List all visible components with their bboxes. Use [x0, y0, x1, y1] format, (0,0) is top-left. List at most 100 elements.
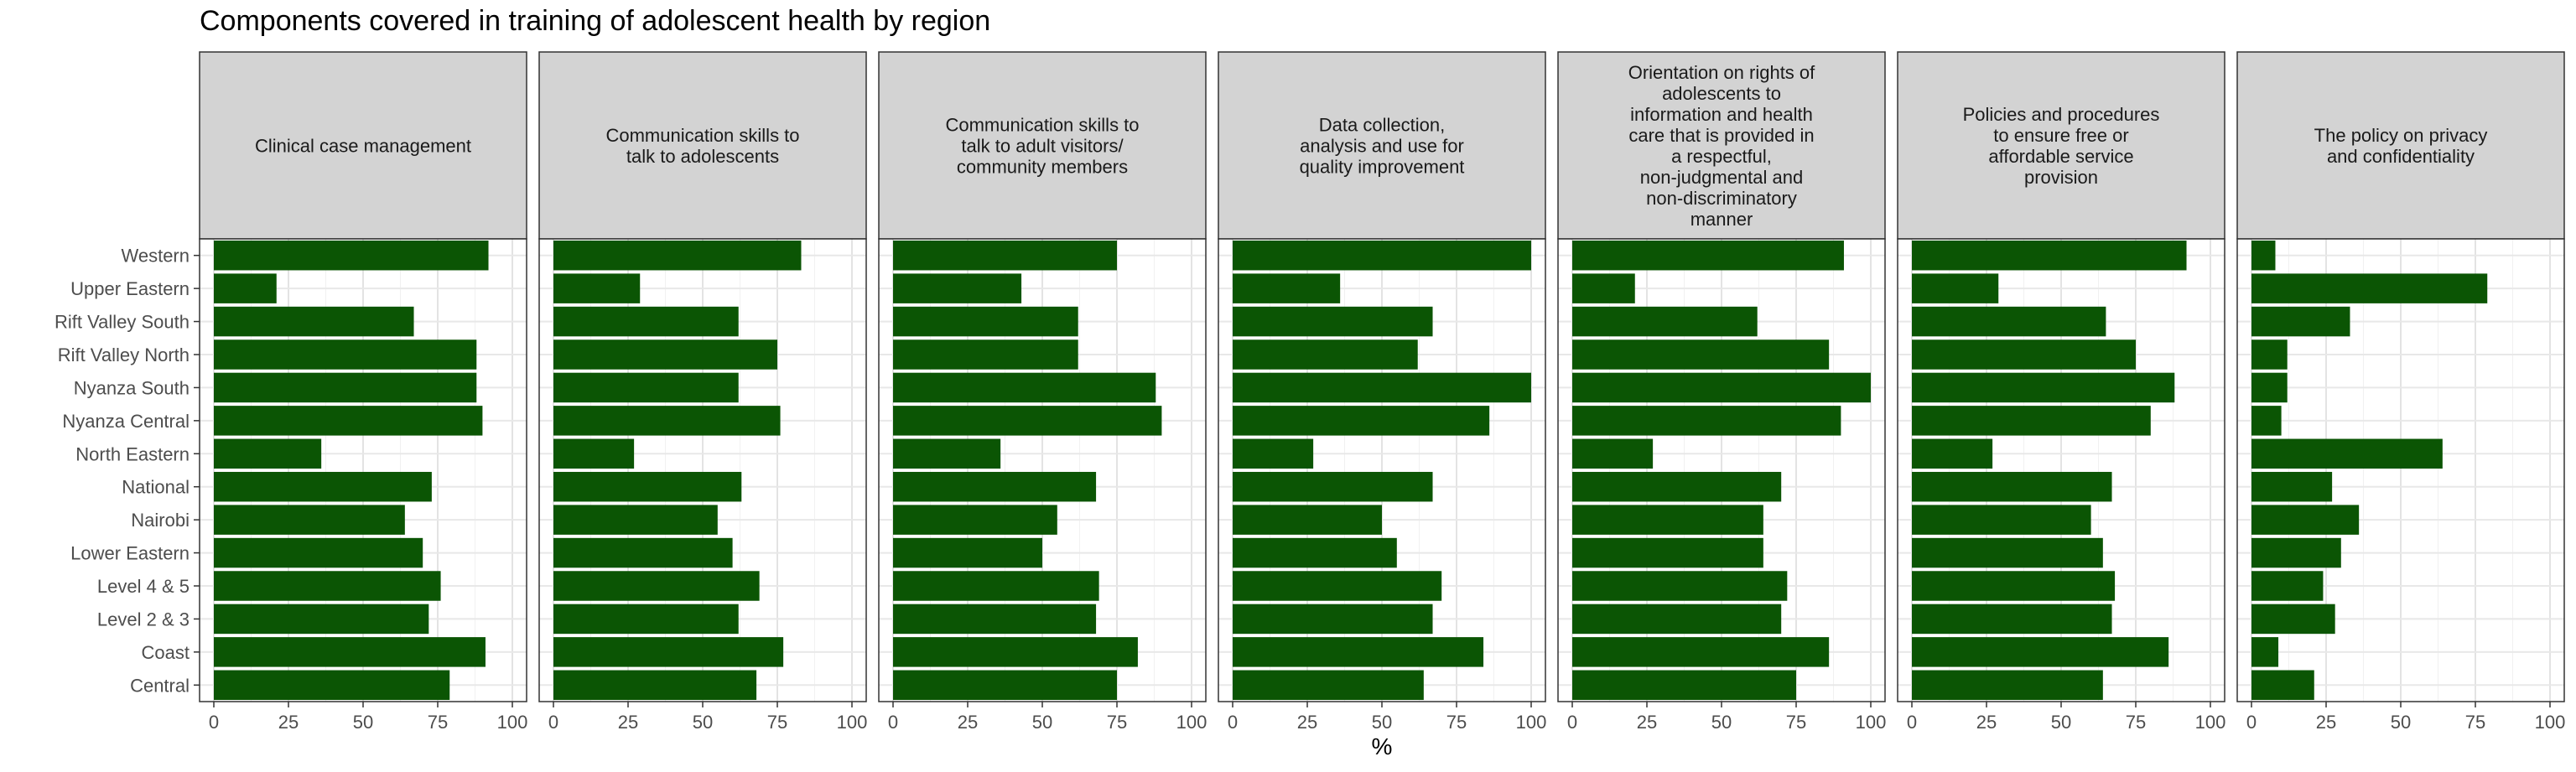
y-tick-label-western: Western: [121, 246, 190, 267]
bar-level-4-5: [553, 571, 760, 601]
x-tick-label: 0: [1907, 712, 1917, 733]
panel-3-strip-label: Communication skills to: [945, 115, 1139, 136]
panel-4-strip-label: quality improvement: [1300, 157, 1465, 178]
bar-central: [1912, 670, 2103, 701]
bar-rift-valley-north: [553, 339, 777, 370]
bar-lower-eastern: [214, 537, 423, 568]
bar-western: [1233, 240, 1531, 271]
bar-nyanza-central: [553, 406, 781, 436]
bar-level-4-5: [2251, 571, 2324, 601]
x-tick-label: 0: [1228, 712, 1238, 733]
bar-rift-valley-north: [1233, 339, 1418, 370]
x-tick-label: 25: [958, 712, 978, 733]
panel-1-strip: [199, 51, 527, 240]
bar-north-eastern: [1912, 438, 1993, 469]
bar-north-eastern: [2251, 438, 2443, 469]
x-tick-label: 50: [1711, 712, 1732, 733]
bar-nairobi: [2251, 505, 2360, 535]
bar-central: [1233, 670, 1424, 701]
y-tick-label-nyanza-central: Nyanza Central: [62, 411, 190, 432]
x-tick-label: 75: [767, 712, 787, 733]
bar-rift-valley-south: [1572, 306, 1758, 337]
bar-upper-eastern: [214, 273, 277, 303]
panel-2-strip-label: talk to adolescents: [626, 146, 779, 167]
bar-rift-valley-north: [893, 339, 1078, 370]
x-tick-label: 0: [209, 712, 219, 733]
x-tick-label: 50: [353, 712, 373, 733]
bar-nyanza-south: [1233, 372, 1531, 403]
y-tick-label-coast: Coast: [142, 642, 190, 663]
bar-nairobi: [214, 505, 405, 535]
panel-6-strip-label: provision: [2024, 167, 2098, 188]
y-tick-label-level-4-5: Level 4 & 5: [97, 576, 190, 597]
x-tick-label: 25: [2316, 712, 2336, 733]
bar-central: [2251, 670, 2314, 701]
bar-north-eastern: [1572, 438, 1654, 469]
bar-level-4-5: [1233, 571, 1442, 601]
bar-upper-eastern: [2251, 273, 2488, 303]
x-tick-label: 25: [1297, 712, 1317, 733]
bar-level-4-5: [893, 571, 1099, 601]
bar-rift-valley-north: [1912, 339, 2136, 370]
x-tick-label: 25: [278, 712, 299, 733]
bar-rift-valley-north: [2251, 339, 2288, 370]
x-tick-label: 75: [2126, 712, 2146, 733]
bar-rift-valley-south: [2251, 306, 2350, 337]
panel-5-strip-label: adolescents to: [1662, 83, 1781, 104]
bar-nairobi: [553, 505, 718, 535]
bar-level-4-5: [1912, 571, 2116, 601]
bar-level-2-3: [1912, 604, 2112, 635]
bar-upper-eastern: [1912, 273, 1999, 303]
bar-nyanza-central: [893, 406, 1162, 436]
bar-national: [1572, 471, 1782, 502]
x-tick-label: 50: [693, 712, 713, 733]
bar-coast: [893, 637, 1138, 667]
bar-upper-eastern: [893, 273, 1022, 303]
bar-upper-eastern: [1572, 273, 1635, 303]
bar-nyanza-central: [1233, 406, 1490, 436]
panel-4-strip-label: analysis and use for: [1300, 136, 1464, 157]
x-axis-title: %: [1372, 733, 1393, 759]
bar-central: [214, 670, 450, 701]
bar-rift-valley-south: [553, 306, 739, 337]
bar-rift-valley-south: [1912, 306, 2106, 337]
panel-6-strip-label: to ensure free or: [1993, 125, 2128, 146]
bar-rift-valley-south: [214, 306, 414, 337]
bar-north-eastern: [1233, 438, 1314, 469]
x-tick-label: 75: [1786, 712, 1806, 733]
bar-nyanza-south: [893, 372, 1156, 403]
x-tick-label: 100: [2195, 712, 2226, 733]
bar-national: [1912, 471, 2112, 502]
panel-5-strip: [1557, 51, 1886, 240]
y-tick-label-nyanza-south: Nyanza South: [74, 377, 190, 398]
x-tick-label: 75: [2465, 712, 2485, 733]
bar-rift-valley-north: [214, 339, 477, 370]
x-tick-label: 75: [1107, 712, 1127, 733]
panel-6-strip-label: Policies and procedures: [1963, 104, 2160, 125]
y-tick-label-central: Central: [130, 675, 190, 696]
x-tick-label: 0: [888, 712, 898, 733]
x-tick-label: 100: [1176, 712, 1208, 733]
bar-central: [1572, 670, 1796, 701]
bar-nyanza-south: [2251, 372, 2288, 403]
bar-level-4-5: [214, 571, 441, 601]
bar-lower-eastern: [1233, 537, 1397, 568]
panel-4-strip: [1218, 51, 1546, 240]
bar-upper-eastern: [553, 273, 641, 303]
panel-5-strip-label: non-discriminatory: [1646, 188, 1797, 209]
panel-7-strip-label: The policy on privacy: [2314, 125, 2488, 146]
bar-north-eastern: [553, 438, 635, 469]
bar-lower-eastern: [893, 537, 1042, 568]
bar-nairobi: [1572, 505, 1763, 535]
panel-5-strip-label: Orientation on rights of: [1628, 62, 1815, 83]
x-tick-label: 75: [1446, 712, 1467, 733]
bar-national: [893, 471, 1097, 502]
y-tick-label-north-eastern: North Eastern: [75, 443, 190, 464]
bar-western: [1912, 240, 2187, 271]
bar-rift-valley-south: [1233, 306, 1433, 337]
bar-lower-eastern: [1572, 537, 1763, 568]
bar-level-2-3: [2251, 604, 2335, 635]
chart-title: Components covered in training of adoles…: [200, 5, 991, 37]
bar-coast: [2251, 637, 2279, 667]
